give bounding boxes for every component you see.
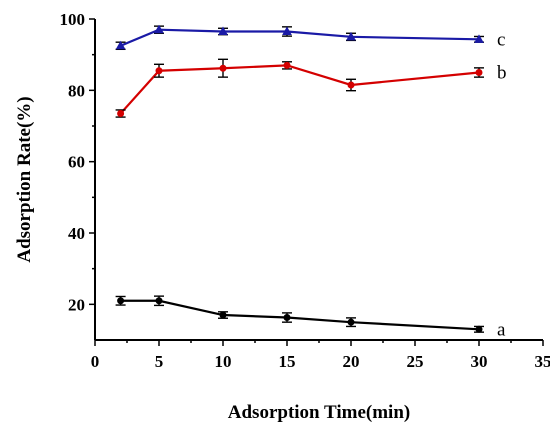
- data-point: [475, 69, 483, 76]
- series-line-b: [119, 64, 480, 115]
- axes: [94, 19, 543, 341]
- x-tick-label: 25: [407, 352, 424, 371]
- y-tick-label: 20: [68, 295, 85, 314]
- series-a: a: [115, 295, 506, 340]
- data-point: [283, 314, 291, 322]
- data-point: [347, 81, 355, 89]
- ticks: 0 5 10 15 20 25 30 35 20 40 60 80 100: [60, 10, 550, 371]
- data-point: [115, 40, 126, 50]
- series-line-a: [120, 299, 480, 331]
- data-point: [117, 110, 125, 118]
- data-point: [346, 31, 356, 41]
- data-point: [155, 67, 163, 75]
- y-tick-label: 60: [68, 153, 85, 172]
- data-point: [218, 26, 228, 35]
- series-b: b: [115, 58, 507, 118]
- series-label-c: c: [497, 29, 505, 50]
- x-tick-label: 5: [155, 352, 164, 371]
- x-tick-label: 30: [471, 352, 488, 371]
- data-point: [282, 26, 292, 35]
- x-tick-label: 20: [343, 352, 360, 371]
- x-tick-label: 15: [279, 352, 296, 371]
- data-point: [347, 318, 355, 326]
- x-tick-label: 35: [535, 352, 550, 371]
- data-point: [219, 64, 227, 72]
- data-point: [474, 34, 484, 43]
- data-point: [117, 297, 125, 305]
- series-c: c: [115, 24, 505, 50]
- data-point: [219, 311, 227, 319]
- x-tick-label: 10: [215, 352, 232, 371]
- y-axis-title: Adsorption Rate(%): [14, 96, 35, 262]
- data-point: [154, 24, 164, 34]
- x-axis-title: Adsorption Time(min): [228, 402, 410, 423]
- x-tick-label: 0: [91, 352, 100, 371]
- data-point: [155, 297, 163, 305]
- series-line-c: [120, 28, 480, 47]
- series-label-a: a: [497, 319, 506, 340]
- data-point: [283, 61, 291, 69]
- y-tick-label: 80: [68, 81, 85, 100]
- series-label-b: b: [497, 63, 507, 84]
- y-tick-label: 40: [68, 224, 85, 243]
- series-group: a bc: [115, 24, 507, 340]
- data-point: [475, 325, 483, 333]
- y-tick-label: 100: [60, 10, 86, 29]
